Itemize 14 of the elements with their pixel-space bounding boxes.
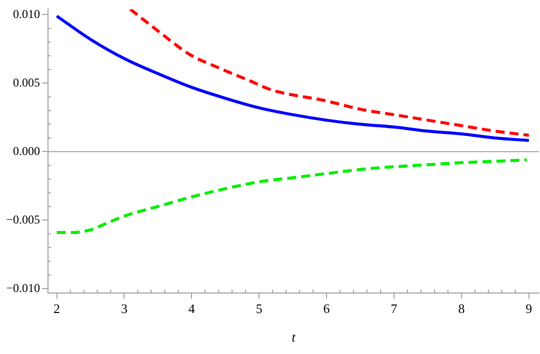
y-tick-label: −0.010: [6, 280, 40, 295]
x-tick-label: 2: [54, 301, 60, 316]
x-tick-label: 3: [120, 301, 128, 316]
x-tick-label: 6: [323, 301, 330, 316]
x-tick-label: 5: [256, 301, 262, 316]
x-tick-label: 7: [390, 301, 398, 316]
x-tick-label: 9: [526, 301, 532, 316]
y-tick-label: −0.005: [6, 212, 40, 226]
x-tick-label: 8: [458, 301, 465, 316]
x-axis-title: t: [292, 330, 296, 345]
y-tick-label: 0.005: [13, 75, 40, 90]
y-tick-label: 0.010: [13, 6, 40, 21]
x-tick-label: 4: [188, 301, 196, 316]
y-tick-label: 0.000: [13, 144, 40, 158]
